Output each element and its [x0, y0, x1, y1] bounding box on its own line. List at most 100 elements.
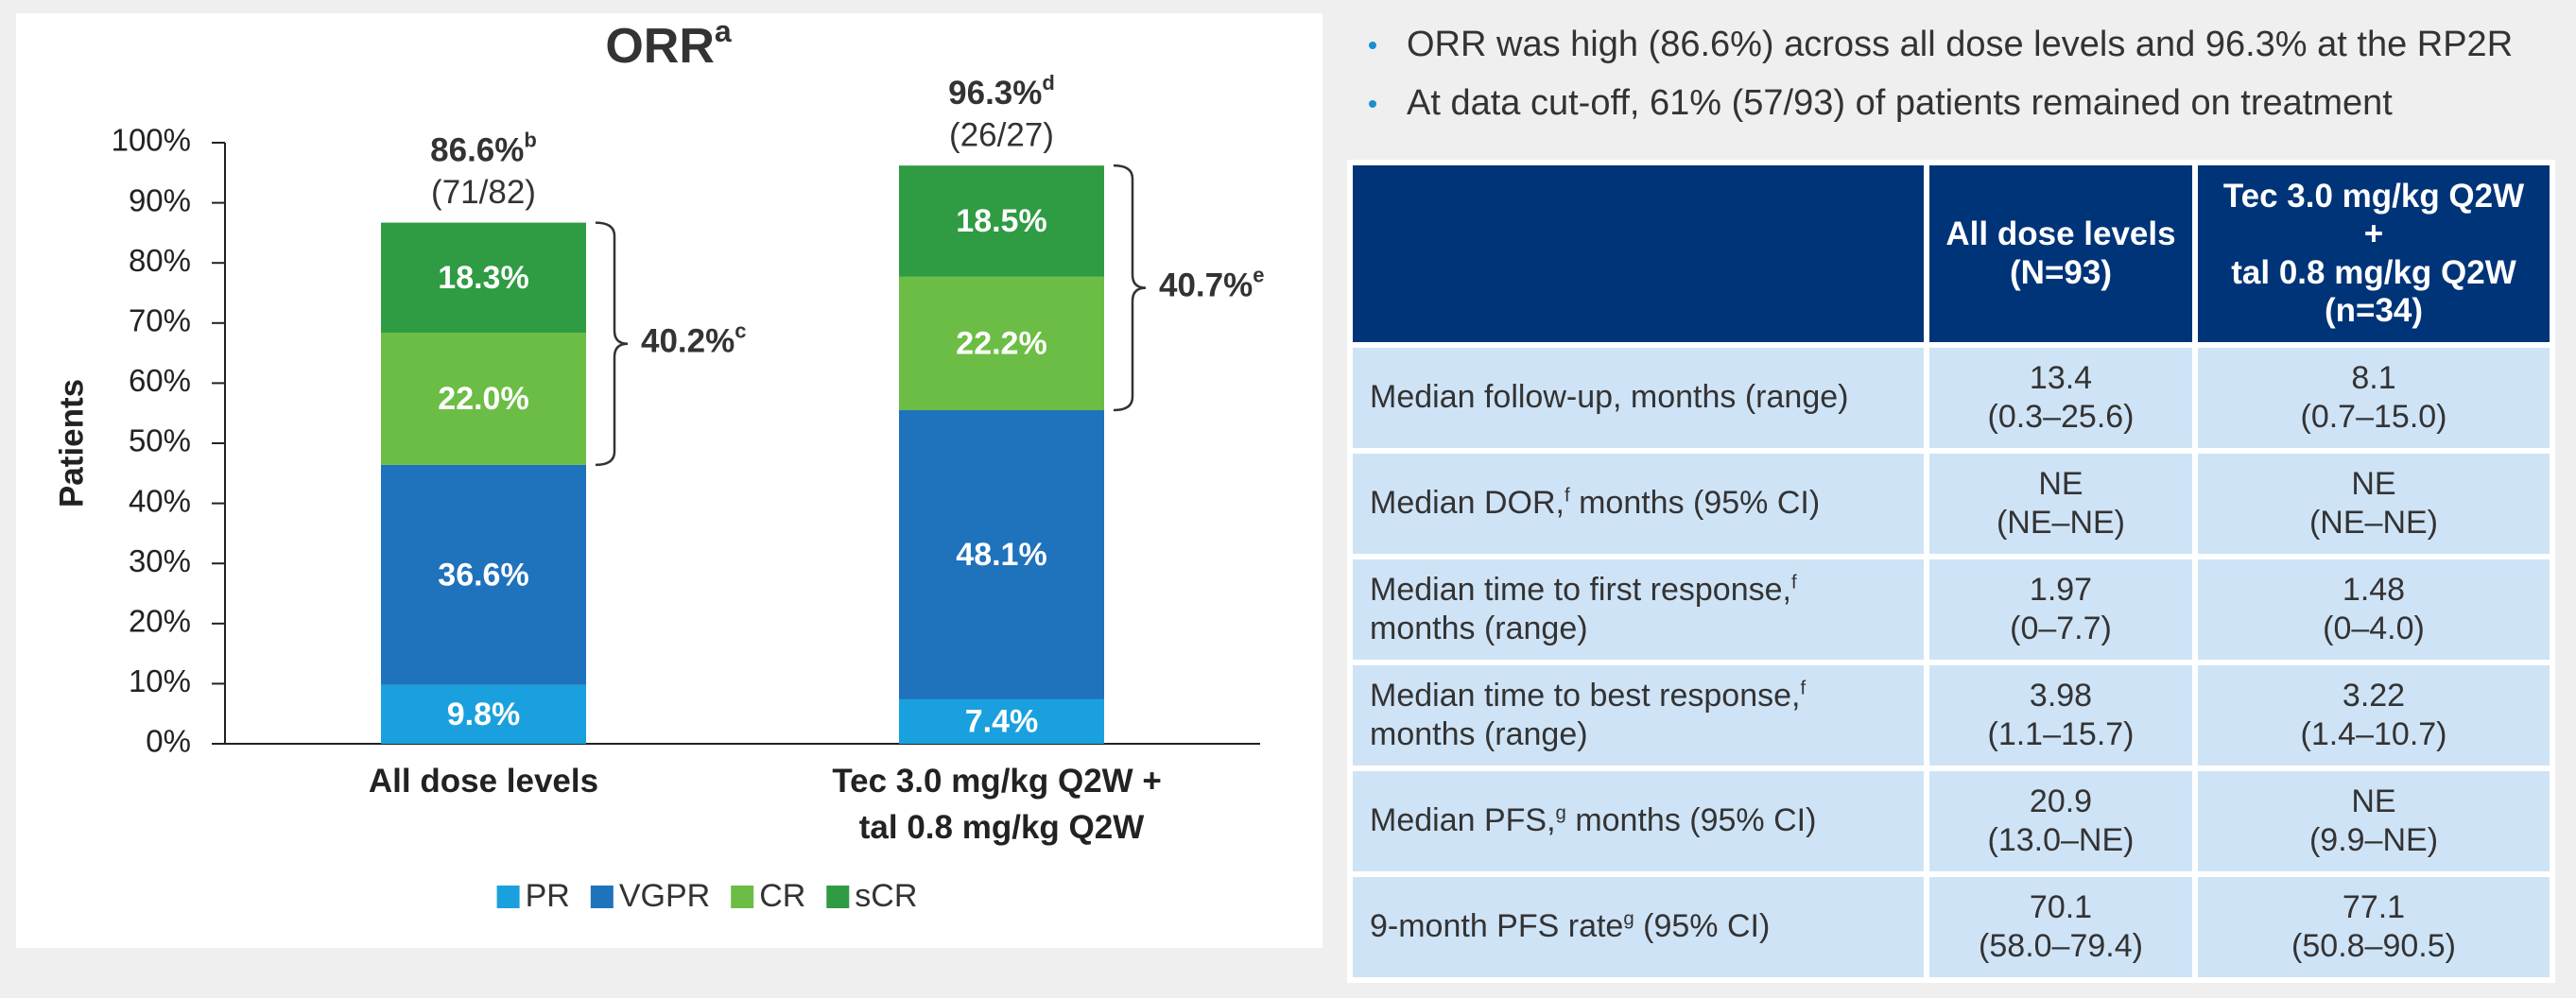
x-tick-label: Tec 3.0 mg/kg Q2W + tal 0.8 mg/kg Q2W [832, 763, 1170, 846]
value-cell: NE (NE–NE) [2198, 454, 2550, 554]
value-label: 48.1% [956, 537, 1046, 573]
chart-title: ORRa [605, 14, 732, 73]
value-line: NE [2351, 465, 2396, 502]
value-line: (0–4.0) [2323, 611, 2425, 646]
title-text: ORR [605, 19, 715, 74]
value-line: 77.1 [2342, 888, 2406, 925]
value-line: (NE–NE) [2308, 505, 2439, 541]
summary-table: All dose levels (N=93) Tec 3.0 mg/kg Q2W + t… [1347, 160, 2555, 983]
bracket-text: 40.7% [1159, 267, 1253, 304]
bullet-list: ORR was high (86.6%) across all dose lev… [1361, 21, 2513, 138]
y-tick-label: 30% [129, 543, 191, 578]
x-tick-label-line: All dose levels [369, 763, 598, 800]
label-text: months (95% CI) [1565, 802, 1817, 839]
total-text: 96.3% [948, 75, 1042, 112]
value-line: (0–7.7) [2010, 611, 2112, 646]
total-note: d [1042, 71, 1054, 95]
footnote-mark: f [1790, 572, 1797, 594]
total-label: 96.3%d [948, 71, 1055, 112]
y-tick-label: 40% [129, 483, 191, 518]
header-cell [1353, 165, 1924, 342]
y-tick-label: 100% [112, 123, 191, 158]
total-count: (71/82) [431, 174, 536, 211]
value-cell: 13.4 (0.3–25.6) [1929, 348, 2192, 448]
label-text: months (range) [1370, 716, 1588, 752]
value-line: 8.1 [2351, 359, 2396, 396]
legend-swatch [590, 886, 614, 908]
bracket-label: 40.7%e [1159, 263, 1265, 303]
value-line: NE [2038, 465, 2083, 502]
label-text: Median time to best response, [1370, 677, 1801, 714]
total-label: 86.6%b [430, 128, 537, 168]
value-label: 7.4% [965, 703, 1039, 739]
value-label: 22.0% [438, 381, 528, 417]
value-line: (50.8–90.5) [2291, 928, 2456, 964]
value-label: 18.5% [956, 203, 1046, 239]
value-line: (9.9–NE) [2308, 822, 2439, 858]
value-line: (0.3–25.6) [1987, 399, 2135, 435]
value-line: 1.97 [2029, 571, 2093, 608]
value-line: (58.0–79.4) [1979, 928, 2143, 964]
bar-segment [381, 222, 586, 333]
row-label: Median time to best response,f months (r… [1353, 665, 1924, 766]
legend-label: CR [759, 878, 805, 914]
bracket-note: c [735, 319, 746, 343]
bracket-note: e [1253, 263, 1264, 286]
label-text: Median PFS, [1370, 802, 1556, 839]
bar-segment [899, 165, 1104, 277]
y-tick-label: 60% [129, 363, 191, 398]
value-line: 20.9 [2029, 783, 2093, 819]
row-label: Median time to first response,f months (… [1353, 559, 1924, 660]
label-text: months (95% CI) [1569, 485, 1821, 522]
header-line: (N=93) [2010, 253, 2112, 291]
x-tick-label-line: Tec 3.0 mg/kg Q2W + [832, 763, 1170, 800]
value-cell: 1.97 (0–7.7) [1929, 559, 2192, 660]
header-line: + [2363, 215, 2384, 253]
title-note: a [715, 14, 732, 48]
value-cell: NE (9.9–NE) [2198, 771, 2550, 871]
legend-swatch [496, 886, 520, 908]
total-count: (26/27) [949, 116, 1054, 153]
label-text: Median time to first response, [1370, 571, 1791, 608]
value-cell: 1.48 (0–4.0) [2198, 559, 2550, 660]
header-line: (n=34) [2324, 291, 2424, 329]
row-label: Median follow-up, months (range) [1353, 348, 1924, 448]
bullet: ORR was high (86.6%) across all dose lev… [1361, 21, 2513, 79]
bar-segment [899, 276, 1104, 411]
value-label: 22.2% [956, 325, 1046, 361]
x-tick-label: All dose levels [369, 763, 598, 800]
value-cell: 20.9 (13.0–NE) [1929, 771, 2192, 871]
value-line: (1.1–15.7) [1987, 716, 2135, 752]
header-cell: All dose levels (N=93) [1929, 165, 2192, 342]
value-cell: 8.1 (0.7–15.0) [2198, 348, 2550, 448]
legend-label: sCR [855, 878, 917, 914]
bar-segment [381, 464, 586, 685]
row-label: Median PFS,g months (95% CI) [1353, 771, 1924, 871]
label-text: Median DOR, [1370, 485, 1565, 522]
value-line: 13.4 [2029, 359, 2093, 396]
bar-segment [381, 332, 586, 465]
footnote-mark: g [1555, 802, 1566, 824]
chart-panel [16, 13, 1323, 948]
y-tick-label: 0% [146, 724, 191, 759]
value-cell: 77.1 (50.8–90.5) [2198, 877, 2550, 977]
value-line: NE [2351, 783, 2396, 819]
total-note: b [524, 128, 536, 151]
legend-swatch [826, 886, 850, 908]
legend-label: VGPR [619, 878, 710, 914]
header-line: tal 0.8 mg/kg Q2W [2231, 253, 2516, 291]
header-cell: Tec 3.0 mg/kg Q2W + tal 0.8 mg/kg Q2W (n=34… [2198, 165, 2550, 342]
bracket-label: 40.2%c [641, 319, 747, 360]
row-label: 9-month PFS rateg (95% CI) [1353, 877, 1924, 977]
value-line: (NE–NE) [1996, 505, 2126, 541]
footnote-mark: f [1800, 678, 1807, 699]
value-line: 1.48 [2342, 571, 2406, 608]
value-line: (1.4–10.7) [2300, 716, 2447, 752]
value-cell: 3.98 (1.1–15.7) [1929, 665, 2192, 766]
y-tick-label: 20% [129, 604, 191, 639]
label-text: months (range) [1370, 611, 1588, 646]
y-tick-label: 50% [129, 423, 191, 458]
value-cell: 70.1 (58.0–79.4) [1929, 877, 2192, 977]
label-text: Median follow-up, months (range) [1370, 379, 1849, 416]
